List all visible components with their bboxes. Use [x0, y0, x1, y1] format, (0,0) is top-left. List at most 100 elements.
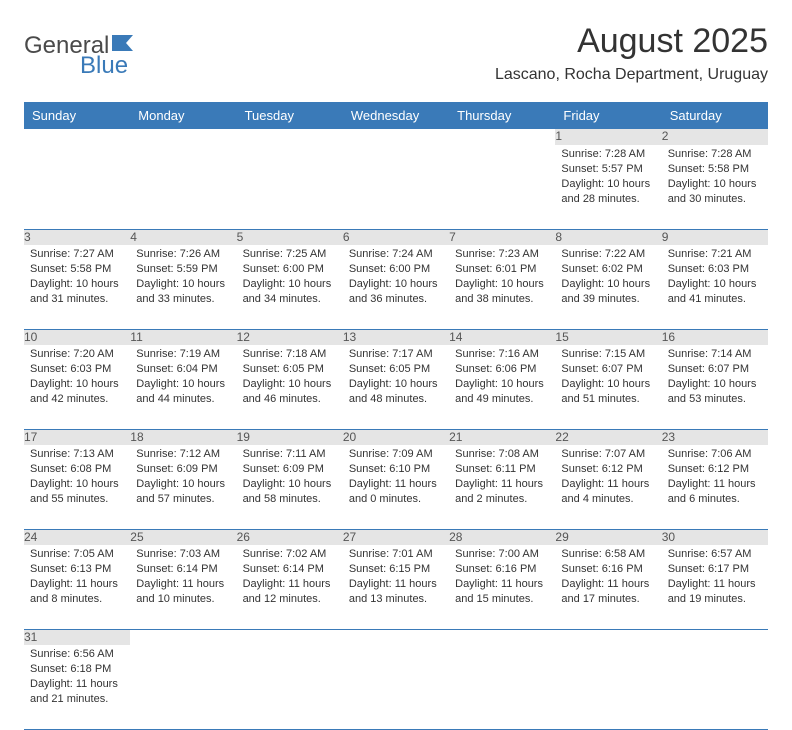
daylight-line: Daylight: 11 hours and 0 minutes.: [349, 477, 443, 507]
day-number-cell: 29: [555, 529, 661, 545]
day-number-cell: [130, 129, 236, 145]
day-content-cell: [237, 645, 343, 729]
day-number-cell: 11: [130, 329, 236, 345]
day-content-cell: Sunrise: 7:03 AMSunset: 6:14 PMDaylight:…: [130, 545, 236, 629]
sunset-line: Sunset: 6:12 PM: [561, 462, 655, 477]
sunset-line: Sunset: 6:03 PM: [30, 362, 124, 377]
sunrise-line: Sunrise: 7:09 AM: [349, 447, 443, 462]
day-cell-inner: Sunrise: 7:08 AMSunset: 6:11 PMDaylight:…: [449, 445, 555, 510]
day-content-cell: Sunrise: 7:28 AMSunset: 5:58 PMDaylight:…: [662, 145, 768, 229]
weekday-header: Sunday: [24, 102, 130, 129]
day-content-row: Sunrise: 7:27 AMSunset: 5:58 PMDaylight:…: [24, 245, 768, 329]
day-content-cell: Sunrise: 7:21 AMSunset: 6:03 PMDaylight:…: [662, 245, 768, 329]
day-content-cell: Sunrise: 7:24 AMSunset: 6:00 PMDaylight:…: [343, 245, 449, 329]
sunrise-line: Sunrise: 7:11 AM: [243, 447, 337, 462]
day-content-cell: [130, 645, 236, 729]
sunset-line: Sunset: 6:07 PM: [668, 362, 762, 377]
day-number-cell: 28: [449, 529, 555, 545]
daylight-line: Daylight: 11 hours and 12 minutes.: [243, 577, 337, 607]
daylight-line: Daylight: 11 hours and 15 minutes.: [455, 577, 549, 607]
calendar-table: Sunday Monday Tuesday Wednesday Thursday…: [24, 102, 768, 730]
weekday-header: Friday: [555, 102, 661, 129]
sunrise-line: Sunrise: 7:14 AM: [668, 347, 762, 362]
sunrise-line: Sunrise: 7:25 AM: [243, 247, 337, 262]
day-content-row: Sunrise: 7:20 AMSunset: 6:03 PMDaylight:…: [24, 345, 768, 429]
day-cell-inner: Sunrise: 7:13 AMSunset: 6:08 PMDaylight:…: [24, 445, 130, 510]
day-cell-inner: Sunrise: 7:20 AMSunset: 6:03 PMDaylight:…: [24, 345, 130, 410]
day-content-cell: Sunrise: 7:00 AMSunset: 6:16 PMDaylight:…: [449, 545, 555, 629]
sunrise-line: Sunrise: 7:05 AM: [30, 547, 124, 562]
day-number-cell: 26: [237, 529, 343, 545]
day-content-cell: [555, 645, 661, 729]
day-content-cell: Sunrise: 7:08 AMSunset: 6:11 PMDaylight:…: [449, 445, 555, 529]
sunrise-line: Sunrise: 6:56 AM: [30, 647, 124, 662]
day-number-cell: 8: [555, 229, 661, 245]
daylight-line: Daylight: 10 hours and 42 minutes.: [30, 377, 124, 407]
day-number-cell: 20: [343, 429, 449, 445]
day-number-cell: [343, 629, 449, 645]
sunset-line: Sunset: 6:13 PM: [30, 562, 124, 577]
daylight-line: Daylight: 11 hours and 6 minutes.: [668, 477, 762, 507]
daylight-line: Daylight: 11 hours and 8 minutes.: [30, 577, 124, 607]
sunrise-line: Sunrise: 7:13 AM: [30, 447, 124, 462]
daylight-line: Daylight: 10 hours and 44 minutes.: [136, 377, 230, 407]
sunset-line: Sunset: 6:02 PM: [561, 262, 655, 277]
day-content-cell: Sunrise: 7:22 AMSunset: 6:02 PMDaylight:…: [555, 245, 661, 329]
day-cell-inner: Sunrise: 7:25 AMSunset: 6:00 PMDaylight:…: [237, 245, 343, 310]
weekday-header: Wednesday: [343, 102, 449, 129]
sunrise-line: Sunrise: 7:27 AM: [30, 247, 124, 262]
sunset-line: Sunset: 6:09 PM: [243, 462, 337, 477]
day-cell-inner: Sunrise: 7:21 AMSunset: 6:03 PMDaylight:…: [662, 245, 768, 310]
day-number-cell: 31: [24, 629, 130, 645]
day-content-cell: [449, 145, 555, 229]
daylight-line: Daylight: 11 hours and 4 minutes.: [561, 477, 655, 507]
day-number-cell: 12: [237, 329, 343, 345]
daylight-line: Daylight: 10 hours and 48 minutes.: [349, 377, 443, 407]
day-content-row: Sunrise: 7:13 AMSunset: 6:08 PMDaylight:…: [24, 445, 768, 529]
day-cell-inner: Sunrise: 7:27 AMSunset: 5:58 PMDaylight:…: [24, 245, 130, 310]
day-number-cell: 24: [24, 529, 130, 545]
day-content-cell: Sunrise: 7:25 AMSunset: 6:00 PMDaylight:…: [237, 245, 343, 329]
day-number-cell: [449, 129, 555, 145]
sunset-line: Sunset: 6:06 PM: [455, 362, 549, 377]
sunrise-line: Sunrise: 7:26 AM: [136, 247, 230, 262]
day-content-cell: [662, 645, 768, 729]
day-content-cell: Sunrise: 7:02 AMSunset: 6:14 PMDaylight:…: [237, 545, 343, 629]
day-content-cell: [449, 645, 555, 729]
daylight-line: Daylight: 10 hours and 28 minutes.: [561, 177, 655, 207]
day-content-cell: Sunrise: 7:26 AMSunset: 5:59 PMDaylight:…: [130, 245, 236, 329]
day-content-cell: [343, 145, 449, 229]
day-number-cell: 23: [662, 429, 768, 445]
day-content-cell: Sunrise: 7:07 AMSunset: 6:12 PMDaylight:…: [555, 445, 661, 529]
day-content-cell: Sunrise: 6:58 AMSunset: 6:16 PMDaylight:…: [555, 545, 661, 629]
daylight-line: Daylight: 10 hours and 49 minutes.: [455, 377, 549, 407]
day-number-cell: 21: [449, 429, 555, 445]
day-cell-inner: Sunrise: 7:03 AMSunset: 6:14 PMDaylight:…: [130, 545, 236, 610]
sunset-line: Sunset: 6:09 PM: [136, 462, 230, 477]
sunset-line: Sunset: 6:17 PM: [668, 562, 762, 577]
day-content-cell: Sunrise: 7:09 AMSunset: 6:10 PMDaylight:…: [343, 445, 449, 529]
day-cell-inner: Sunrise: 7:09 AMSunset: 6:10 PMDaylight:…: [343, 445, 449, 510]
sunrise-line: Sunrise: 7:06 AM: [668, 447, 762, 462]
sunset-line: Sunset: 6:11 PM: [455, 462, 549, 477]
sunrise-line: Sunrise: 7:19 AM: [136, 347, 230, 362]
day-content-cell: Sunrise: 7:16 AMSunset: 6:06 PMDaylight:…: [449, 345, 555, 429]
day-content-cell: [343, 645, 449, 729]
day-cell-inner: Sunrise: 7:01 AMSunset: 6:15 PMDaylight:…: [343, 545, 449, 610]
sunset-line: Sunset: 6:16 PM: [455, 562, 549, 577]
day-content-cell: Sunrise: 6:56 AMSunset: 6:18 PMDaylight:…: [24, 645, 130, 729]
day-number-cell: [449, 629, 555, 645]
header: General Blue August 2025 Lascano, Rocha …: [24, 18, 768, 96]
sunset-line: Sunset: 6:00 PM: [243, 262, 337, 277]
day-number-cell: 6: [343, 229, 449, 245]
sunrise-line: Sunrise: 7:23 AM: [455, 247, 549, 262]
sunset-line: Sunset: 6:05 PM: [243, 362, 337, 377]
day-number-row: 24252627282930: [24, 529, 768, 545]
day-content-row: Sunrise: 6:56 AMSunset: 6:18 PMDaylight:…: [24, 645, 768, 729]
day-number-cell: 25: [130, 529, 236, 545]
day-number-cell: [555, 629, 661, 645]
day-cell-inner: Sunrise: 7:07 AMSunset: 6:12 PMDaylight:…: [555, 445, 661, 510]
sunset-line: Sunset: 6:01 PM: [455, 262, 549, 277]
sunset-line: Sunset: 6:18 PM: [30, 662, 124, 677]
day-number-cell: 17: [24, 429, 130, 445]
